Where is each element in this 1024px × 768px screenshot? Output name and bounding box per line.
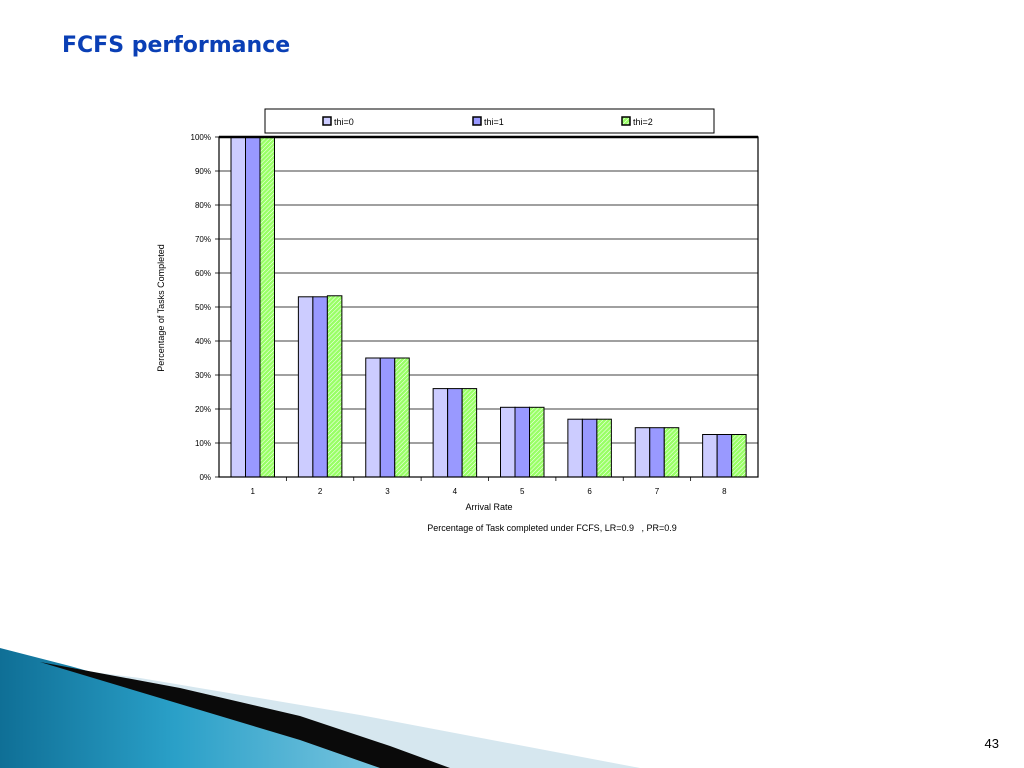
x-tick-label: 3	[385, 487, 390, 496]
x-axis-label: Arrival Rate	[465, 502, 512, 512]
y-tick-label: 40%	[195, 337, 211, 346]
slide-title: FCFS performance	[62, 33, 291, 58]
legend-swatch	[322, 116, 332, 126]
legend-label: thi=0	[334, 117, 354, 127]
decor-black-wedge	[40, 662, 450, 768]
legend-box	[264, 108, 715, 134]
y-tick-label: 80%	[195, 201, 211, 210]
x-tick-label: 4	[453, 487, 458, 496]
x-tick-label: 7	[655, 487, 660, 496]
legend-label: thi=2	[633, 117, 653, 127]
y-tick-label: 10%	[195, 439, 211, 448]
chart-caption: Percentage of Task completed under FCFS,…	[427, 523, 676, 533]
axis-labels: 0% 10% 20% 30% 40% 50% 60% 70% 80% 90% 100% 1 2 3 4 5 6 7…	[156, 133, 727, 533]
legend-swatch	[472, 116, 482, 126]
axes	[215, 135, 759, 481]
y-tick-label: 20%	[195, 405, 211, 414]
bars	[230, 136, 747, 478]
y-axis-label: Percentage of Tasks Completed	[156, 244, 166, 371]
y-tick-label: 90%	[195, 167, 211, 176]
bar-chart: thi=0 thi=1 thi=2 0% 10% 20% 30% 40% 50% 60% 70% 8…	[156, 108, 759, 533]
x-tick-label: 2	[318, 487, 323, 496]
x-tick-label: 5	[520, 487, 525, 496]
page-number: 43	[984, 736, 999, 751]
y-tick-label: 70%	[195, 235, 211, 244]
y-tick-label: 50%	[195, 303, 211, 312]
y-tick-label: 100%	[191, 133, 211, 142]
y-tick-label: 0%	[199, 473, 211, 482]
x-tick-label: 1	[250, 487, 255, 496]
legend-swatch	[621, 116, 631, 126]
x-tick-label: 8	[722, 487, 727, 496]
legend-label: thi=1	[484, 117, 504, 127]
legend: thi=0 thi=1 thi=2	[264, 108, 715, 134]
y-tick-label: 60%	[195, 269, 211, 278]
x-tick-label: 6	[587, 487, 592, 496]
y-tick-label: 30%	[195, 371, 211, 380]
